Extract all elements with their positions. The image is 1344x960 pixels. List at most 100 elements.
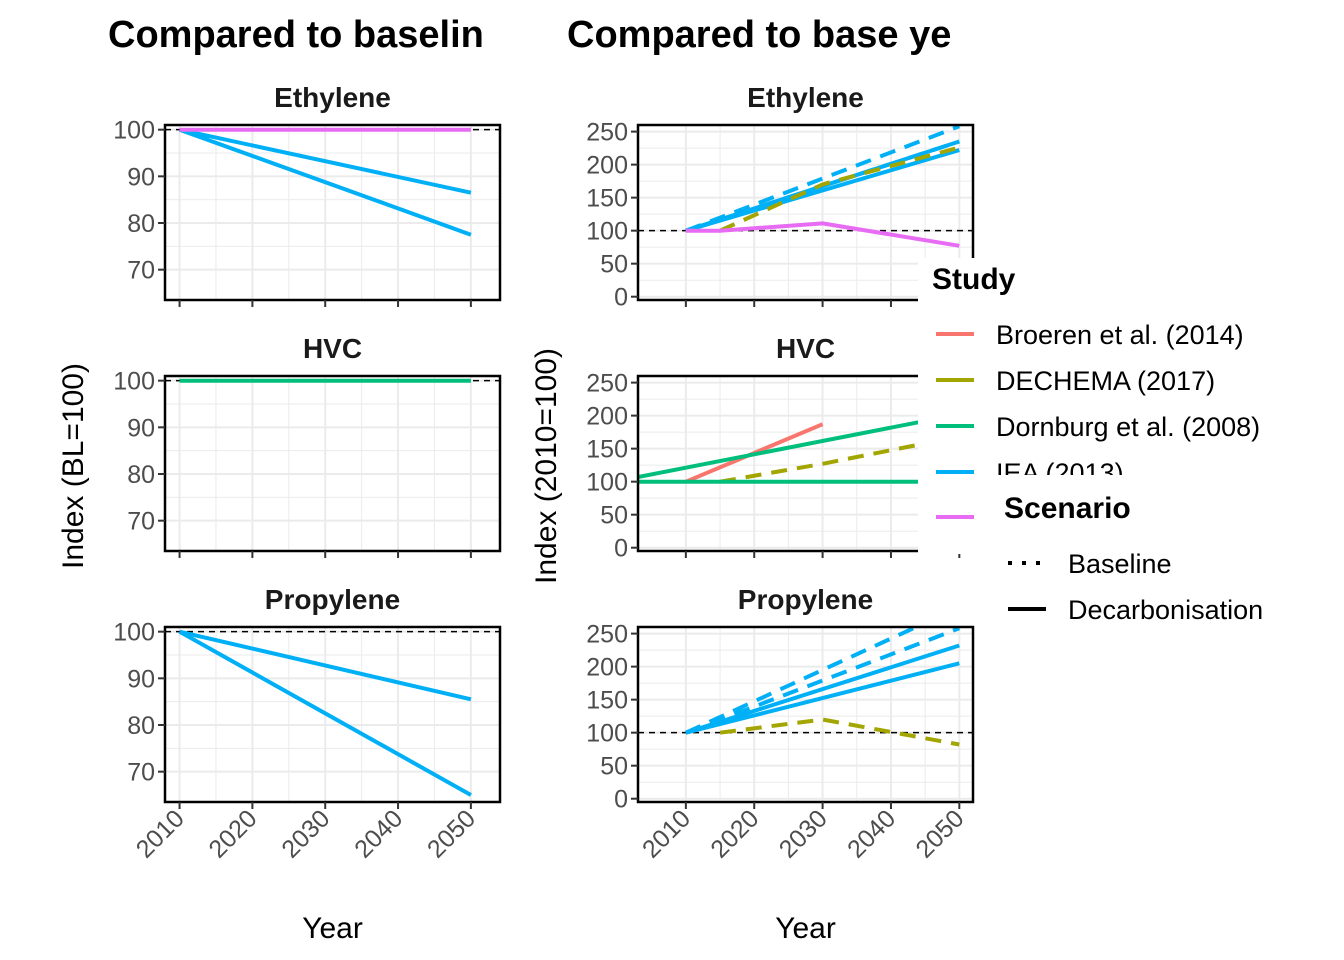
x-axis-label: Year (302, 912, 363, 945)
y-tick-label: 90 (127, 414, 155, 442)
series-line-dechema-2017-baseline (719, 145, 960, 233)
y-tick-label: 0 (614, 786, 628, 814)
x-axis-label: Year (775, 912, 836, 945)
panel-hvc: HVC 70 80 90 100 (113, 333, 502, 558)
legend-item-dechema-2017: DECHEMA (2017) (936, 366, 1215, 396)
legend-item-label: Baseline (1068, 549, 1172, 579)
series-line-dechema-2017-baseline (719, 441, 926, 484)
legend-item-label: Decarbonisation (1068, 595, 1263, 625)
panel-border (163, 374, 502, 553)
x-tick-label: 2010 (637, 804, 696, 863)
y-tick-label: 150 (586, 185, 628, 213)
series-line-dechema-2017-baseline (719, 717, 960, 747)
panel-ethylene: Ethylene 0 50 100 150 200 250 (586, 82, 975, 312)
legend-item-label: Dornburg et al. (2008) (996, 412, 1260, 442)
legend-item-label: DECHEMA (2017) (996, 366, 1215, 396)
series-group (685, 125, 961, 248)
y-tick-label: 200 (586, 403, 628, 431)
x-tick-label: 2020 (705, 804, 764, 863)
y-tick-label: 80 (127, 712, 155, 740)
panel-strip-label: Propylene (738, 584, 873, 615)
grid (638, 376, 973, 551)
y-tick-label: 0 (614, 284, 628, 312)
legend-item-iea-2013: IEA (2013) (936, 458, 1124, 488)
x-tick-label: 2010 (131, 804, 190, 863)
series-line-dornburg-et-al-2008-decarbonisation (638, 412, 960, 479)
y-tick-label: 80 (127, 461, 155, 489)
panel-strip-label: Propylene (265, 584, 400, 615)
series-group (178, 127, 472, 237)
y-tick-label: 0 (614, 535, 628, 563)
y-axis-label: Index (2010=100) (530, 348, 563, 584)
legend: Study Broeren et al. (2014) DECHEMA (2017)… (918, 258, 1344, 625)
y-tick-label: 250 (586, 119, 628, 147)
legend-item-label: IEA (2013) (996, 458, 1124, 488)
series-group (638, 412, 960, 484)
series-line-unnamed-decarbonisation (685, 221, 960, 248)
series-line-iea-2013-decarbonisation (179, 629, 472, 702)
series-group (178, 629, 472, 797)
y-tick-label: 200 (586, 654, 628, 682)
panel-strip-label: HVC (776, 333, 835, 364)
y-tick-label: 150 (586, 687, 628, 715)
y-tick-label: 90 (127, 163, 155, 191)
series-line-iea-2013-baseline (685, 627, 961, 735)
panel-border (636, 123, 975, 302)
y-tick-label: 250 (586, 370, 628, 398)
series-line-iea-2013-decarbonisation (685, 643, 960, 735)
y-tick-label: 100 (586, 469, 628, 497)
y-tick-label: 250 (586, 621, 628, 649)
series-line-iea-2013-baseline (685, 125, 961, 233)
y-axis-label: Index (BL=100) (57, 363, 90, 569)
legend-item-baseline: Baseline (1008, 549, 1172, 579)
y-tick-label: 150 (586, 436, 628, 464)
panel-hvc: HVC 0 50 100 150 200 250 (586, 333, 975, 563)
panel-propylene: Propylene 70 80 90 100 2010 2020 2030 2040 2050 (113, 584, 502, 864)
series-line-iea-2013-decarbonisation (178, 629, 472, 797)
panel-border (163, 625, 502, 804)
y-tick-label: 100 (586, 218, 628, 246)
grid (638, 627, 973, 802)
y-tick-label: 50 (600, 753, 628, 781)
legend-scenario-background (990, 476, 1344, 556)
panel-border (163, 123, 502, 302)
legend-item-label: Broeren et al. (2014) (996, 320, 1244, 350)
y-tick-label: 50 (600, 502, 628, 530)
panel-border (636, 625, 975, 804)
legend-item-dornburg-et-al-2008: Dornburg et al. (2008) (936, 412, 1260, 442)
legend-scenario-title: Scenario (1004, 492, 1131, 525)
panel-strip-label: HVC (303, 333, 362, 364)
x-tick-label: 2050 (910, 804, 969, 863)
series-group (685, 627, 961, 747)
x-tick-label: 2040 (349, 804, 408, 863)
y-tick-label: 80 (127, 210, 155, 238)
right-figure-title: Compared to base ye (567, 14, 951, 56)
grid (638, 125, 973, 300)
series-line-iea-2013-decarbonisation (685, 661, 960, 735)
x-tick-label: 2050 (422, 804, 481, 863)
y-tick-label: 50 (600, 251, 628, 279)
series-line-iea-2013-decarbonisation (685, 148, 960, 233)
panel-ethylene: Ethylene 70 80 90 100 (113, 82, 502, 307)
y-tick-label: 100 (113, 368, 155, 396)
chart-base-year: Ethylene 0 50 100 150 200 250 HVC 0 50 100 150 200 25… (530, 82, 975, 945)
x-tick-label: 2030 (276, 804, 335, 863)
left-figure-title: Compared to baselin (108, 14, 484, 56)
y-tick-label: 100 (586, 720, 628, 748)
y-tick-label: 200 (586, 152, 628, 180)
grid (165, 125, 500, 300)
series-line-iea-2013-decarbonisation (179, 127, 472, 195)
grid (165, 376, 500, 551)
legend-item-decarbonisation: Decarbonisation (1008, 595, 1263, 625)
x-tick-label: 2040 (842, 804, 901, 863)
legend-study-items: Broeren et al. (2014) DECHEMA (2017) Dornb… (936, 320, 1260, 488)
legend-item-broeren-et-al-2014: Broeren et al. (2014) (936, 320, 1244, 350)
x-tick-label: 2020 (204, 804, 263, 863)
y-tick-label: 70 (127, 257, 155, 285)
panel-strip-label: Ethylene (747, 82, 864, 113)
x-tick-label: 2030 (774, 804, 833, 863)
panel-propylene: Propylene 0 50 100 150 200 250 2010 2020 2030 2040… (586, 584, 975, 864)
series-line-iea-2013-decarbonisation (178, 127, 472, 237)
y-tick-label: 70 (127, 759, 155, 787)
